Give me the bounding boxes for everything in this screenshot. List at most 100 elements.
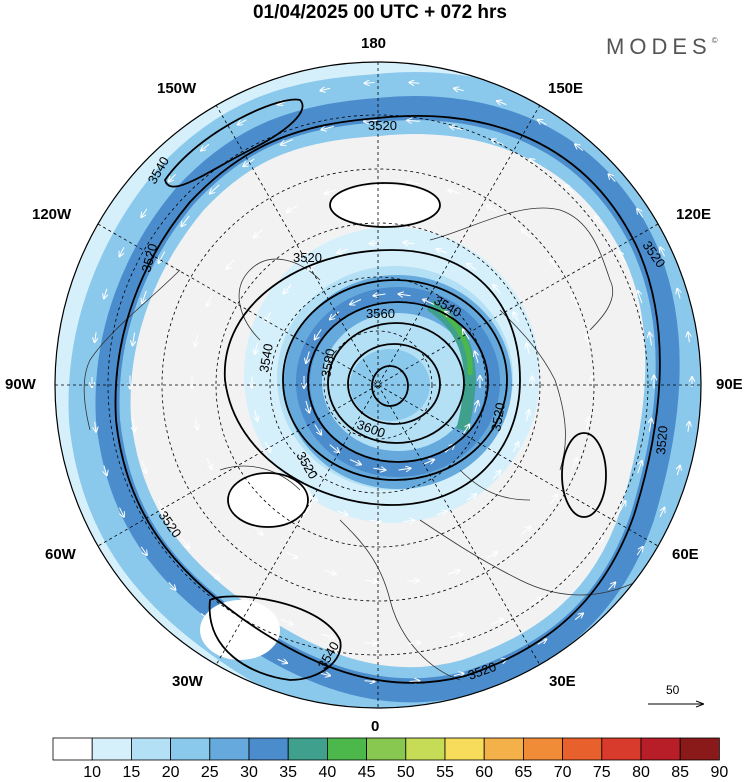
colorbar-tick-label: 45 [357, 764, 376, 781]
latitude-circle-50 [161, 168, 595, 602]
wind-arrow [169, 173, 176, 181]
wind-arrow [407, 643, 420, 644]
contour-3540-nw [164, 98, 304, 188]
wind-arrow [491, 140, 504, 146]
wind-arrow [549, 495, 557, 505]
colorbar-swatch [444, 737, 485, 761]
coast-europe [339, 519, 461, 681]
wind-arrow [255, 410, 258, 421]
wind-arrow [181, 215, 190, 226]
colorbar-tick-label: 15 [122, 764, 141, 781]
coast-north-america [238, 258, 321, 341]
coast-scandinavia [459, 469, 531, 501]
calm-pocket-1 [330, 185, 440, 225]
wind-arrow [95, 421, 97, 432]
wind-arrow [637, 461, 642, 474]
colorbar-swatch [130, 737, 171, 761]
reference-vector-value: 50 [666, 683, 680, 697]
colorbar-tick-label: 40 [318, 764, 337, 781]
colorbar-swatch [679, 737, 720, 761]
wind-arrow [529, 598, 541, 606]
wind-arrow [350, 299, 362, 305]
wind-arrow [243, 597, 254, 605]
wind-arrow [141, 460, 146, 473]
colorbar-swatch [91, 737, 132, 761]
wind-arrow [407, 183, 419, 184]
wind-arrow [237, 638, 247, 644]
wind-arrow [398, 468, 411, 470]
wind-arrow [321, 126, 335, 129]
wind-arrow [677, 289, 680, 299]
wind-arrow [330, 311, 340, 320]
contour-closed-east [561, 432, 607, 518]
wind-arrow [521, 527, 530, 535]
wind-arrow [287, 205, 298, 212]
wind-arrow [364, 681, 375, 682]
contour-label: 3520 [653, 425, 670, 455]
wind-arrow [280, 618, 293, 624]
wind-arrow [141, 208, 148, 217]
colorbar-swatch [209, 737, 250, 761]
wind-arrow [243, 158, 255, 166]
contour-3520-inner [224, 249, 521, 506]
contour-label: 3540 [256, 342, 276, 373]
calm-pocket-3 [200, 600, 280, 660]
contour-label: 3520 [488, 401, 508, 432]
wind-arrow [207, 294, 213, 306]
lon-label-0: 0 [371, 718, 380, 735]
map-disk [55, 62, 701, 708]
wind-arrow [324, 570, 336, 574]
wind-arrow [133, 418, 135, 432]
graticule [55, 62, 701, 708]
coast-greenland [219, 465, 301, 491]
wind-arrow [638, 291, 643, 304]
wind-arrow [238, 119, 247, 125]
wind-arrow [437, 249, 447, 253]
wind-arrow [453, 673, 464, 675]
wind-arrow [365, 83, 375, 84]
contour-label: 3560 [366, 306, 395, 321]
wind-arrow [486, 552, 497, 559]
wind-arrow [660, 247, 664, 257]
wind-arrow [403, 520, 414, 521]
height-contours [114, 98, 661, 684]
wind-arrow [337, 249, 348, 253]
wind-arrow [255, 343, 258, 354]
wind-arrow [325, 190, 337, 194]
wind-arrow [409, 681, 419, 682]
wind-arrow [403, 242, 415, 243]
wind-arrow [660, 508, 664, 517]
colorbar-tick-label: 30 [240, 764, 258, 781]
colorbar-tick-label: 55 [436, 764, 454, 781]
wind-arrow [475, 352, 478, 364]
colorbar-swatch [640, 737, 681, 761]
latitude-circle-60 [215, 222, 541, 548]
wind-arrow [337, 511, 347, 515]
wind-arrow [521, 229, 531, 238]
wind-arrow [120, 247, 124, 256]
colorbar-swatch [170, 737, 211, 761]
colorbar [52, 737, 720, 761]
wind-arrow [487, 206, 498, 213]
wind-arrow [448, 190, 460, 194]
lon-label-120w: 120W [32, 206, 72, 223]
contour-3540-sw [208, 595, 342, 681]
wind-arrow [265, 441, 271, 452]
wind-arrow [575, 144, 584, 151]
wind-arrow [253, 526, 263, 535]
wind-arrow [586, 335, 589, 347]
lon-label-120e: 120E [676, 206, 712, 223]
wind-arrow [449, 634, 463, 637]
wind-arrow [565, 185, 575, 194]
wind-arrow [407, 120, 421, 121]
wind-arrow [365, 580, 377, 581]
wind-arrow [374, 294, 386, 296]
latitude-circle-40 [107, 114, 649, 656]
jet-band-strong [95, 96, 680, 703]
wind-arrow [466, 494, 476, 501]
wind-arrow [688, 332, 690, 343]
wind-arrow [104, 288, 107, 299]
wind-arrow [369, 520, 381, 521]
wind-arrow [608, 582, 616, 591]
wind-arrow [284, 284, 292, 293]
